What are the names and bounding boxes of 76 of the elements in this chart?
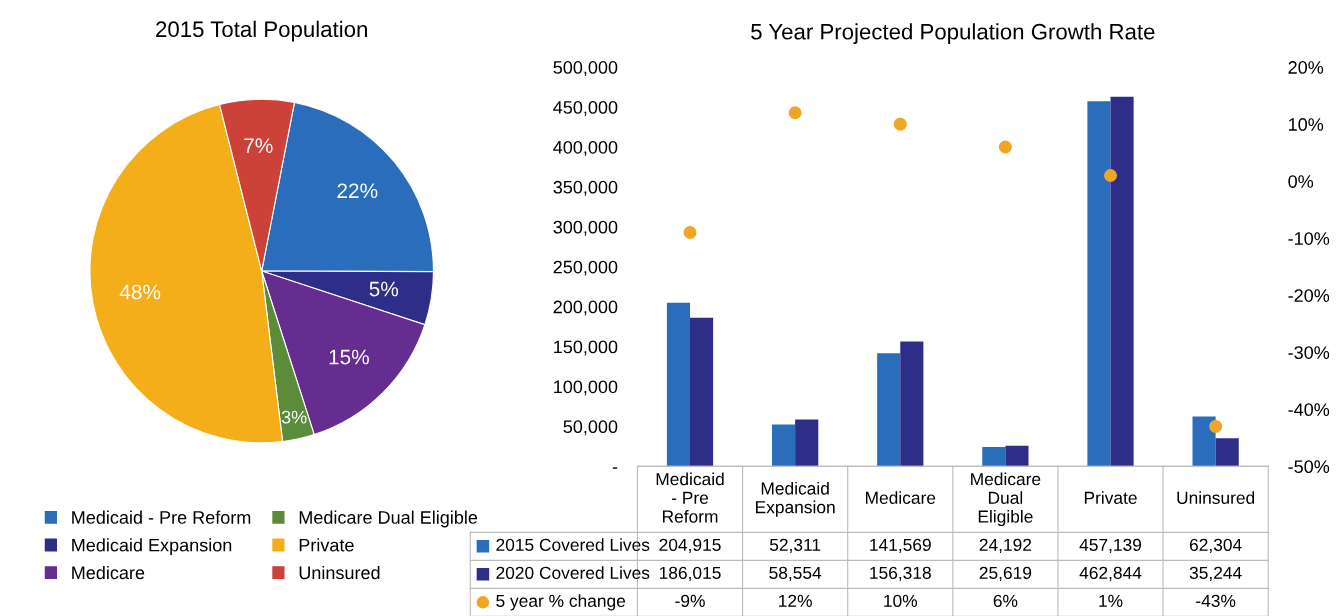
- x-tick-label: Medicare Dual Eligible: [971, 472, 1041, 527]
- data-label: 62,304: [1189, 538, 1242, 554]
- point: [893, 117, 907, 131]
- data-label: 15%: [329, 349, 369, 365]
- legend-label: Uninsured: [299, 565, 380, 580]
- data-label: 7%: [244, 138, 273, 153]
- y-tick-label: 450,000: [553, 101, 618, 116]
- bar: [1110, 96, 1134, 467]
- bar: [1215, 438, 1239, 467]
- y-tick-label: 150,000: [554, 340, 618, 356]
- x-tick-label: Medicaid Expansion: [756, 481, 835, 517]
- point: [1209, 419, 1223, 433]
- bar: [1005, 445, 1029, 467]
- bar: [900, 341, 924, 467]
- y-tick-label: 250,000: [553, 260, 618, 276]
- data-label: 204,915: [659, 538, 721, 554]
- data-label: 48%: [119, 284, 161, 300]
- bar: [795, 419, 819, 467]
- data-label: 35,244: [1189, 566, 1242, 582]
- legend-label: Medicare: [72, 565, 145, 580]
- bar: [666, 302, 691, 467]
- data-label: 10%: [884, 594, 918, 608]
- data-label: 462,844: [1079, 566, 1142, 582]
- data-label: 186,015: [659, 566, 721, 582]
- bar: [877, 353, 901, 467]
- legend-label: 2020 Covered Lives: [496, 566, 650, 580]
- point: [788, 106, 802, 120]
- bar: [982, 447, 1006, 467]
- x-tick-label: Medicare: [865, 491, 936, 504]
- y2-tick-label: -10%: [1288, 232, 1330, 245]
- data-label: 12%: [779, 594, 812, 607]
- data-label: 24,192: [979, 538, 1032, 554]
- data-label: 22%: [337, 183, 378, 199]
- legend-label: Medicaid Expansion: [72, 538, 232, 556]
- y-tick-label: 500,000: [553, 61, 618, 76]
- y-tick-label: 100,000: [554, 380, 618, 396]
- data-label: 156,318: [870, 566, 931, 582]
- y2-tick-label: -20%: [1288, 289, 1330, 302]
- data-label: -9%: [675, 594, 705, 608]
- point: [998, 140, 1012, 154]
- y2-tick-label: -30%: [1288, 346, 1330, 359]
- x-tick-label: Private: [1084, 491, 1137, 504]
- data-label: 6%: [993, 594, 1018, 608]
- y2-tick-label: -40%: [1288, 403, 1330, 417]
- data-label: 25,619: [979, 566, 1032, 582]
- chart-title: 5 Year Projected Population Growth Rate: [751, 23, 1155, 44]
- legend-label: Private: [299, 538, 354, 552]
- data-label: 52,311: [769, 538, 821, 554]
- y2-tick-label: -50%: [1288, 460, 1330, 474]
- data-label: 457,139: [1079, 538, 1142, 554]
- point: [683, 226, 697, 240]
- data-label: 1%: [1099, 594, 1123, 607]
- y2-tick-label: 0%: [1288, 175, 1314, 188]
- data-label: 58,554: [769, 566, 822, 582]
- y-tick-label: 300,000: [553, 220, 618, 236]
- legend-label: 5 year % change: [496, 594, 626, 611]
- data-label: -43%: [1196, 594, 1236, 608]
- x-tick-label: Medicaid - Pre Reform: [656, 472, 724, 523]
- bar: [772, 424, 796, 467]
- x-tick-label: Uninsured: [1177, 491, 1255, 504]
- data-label: 3%: [281, 410, 307, 424]
- legend-label: 2015 Covered Lives: [496, 538, 650, 552]
- bar: [1087, 101, 1111, 467]
- y-tick-label: 350,000: [553, 180, 618, 196]
- chart-title: 2015 Total Population: [156, 20, 367, 42]
- bar: [1192, 416, 1216, 467]
- y-tick-label: -: [612, 467, 618, 469]
- y-tick-label: 400,000: [553, 140, 618, 156]
- y-tick-label: 50,000: [563, 420, 618, 436]
- y2-tick-label: 10%: [1289, 118, 1324, 131]
- y-tick-label: 200,000: [553, 300, 618, 316]
- bar: [690, 317, 714, 467]
- point: [1104, 168, 1118, 182]
- data-label: 141,569: [870, 538, 931, 554]
- y2-tick-label: 20%: [1288, 61, 1324, 74]
- data-label: 5%: [369, 281, 399, 297]
